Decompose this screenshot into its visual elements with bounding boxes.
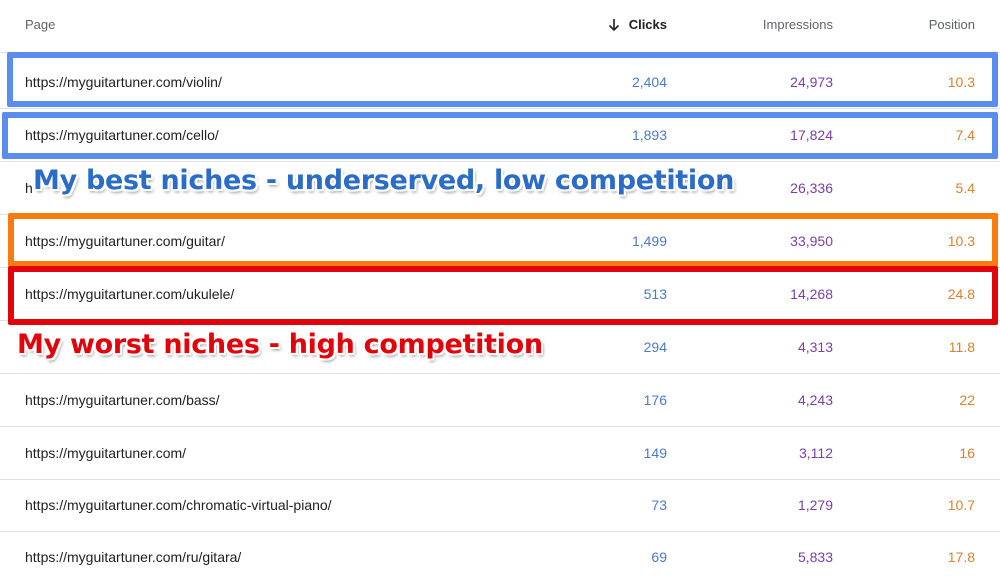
column-header-page[interactable]: Page — [25, 17, 56, 32]
page-url[interactable]: https://myguitartuner.com/violin/ — [25, 74, 222, 90]
position-value: 24.8 — [947, 286, 975, 302]
impressions-value: 17,824 — [790, 127, 833, 143]
clicks-value: 1,893 — [631, 127, 667, 143]
position-value: 10.3 — [947, 74, 975, 90]
page-url[interactable]: https://myguitartuner.com/guitar/ — [25, 233, 225, 249]
position-value: 10.3 — [947, 233, 975, 249]
impressions-value: 3,112 — [799, 445, 833, 461]
table-header: Page Clicks Impressions Position — [0, 0, 1000, 53]
impressions-value: 33,950 — [790, 233, 833, 249]
column-header-clicks-label: Clicks — [628, 17, 667, 32]
table-row[interactable]: https://myguitartuner.com/chromatic-virt… — [0, 479, 1000, 532]
page-url[interactable]: https://myguitartuner.com/ukulele/ — [25, 286, 235, 302]
impressions-value: 14,268 — [790, 286, 833, 302]
table-row[interactable]: https://myguitartuner.com/ukulele/ 513 1… — [0, 268, 1000, 321]
impressions-value: 4,313 — [797, 339, 833, 355]
position-value: 16 — [959, 445, 975, 461]
table-row[interactable]: 294 4,313 11.8 — [0, 321, 1000, 374]
clicks-value: 1,499 — [631, 233, 667, 249]
position-value: 22 — [959, 392, 975, 408]
table-row[interactable]: https://myguitartuner.com/ 149 3,112 16 — [0, 427, 1000, 480]
column-header-clicks[interactable]: Clicks — [607, 17, 667, 32]
page-url[interactable]: h — [25, 180, 33, 196]
page-url[interactable]: https://myguitartuner.com/cello/ — [25, 127, 219, 143]
page-url[interactable]: https://myguitartuner.com/chromatic-virt… — [25, 497, 332, 513]
table-row[interactable]: https://myguitartuner.com/cello/ 1,893 1… — [0, 109, 1000, 162]
impressions-value: 4,243 — [797, 392, 833, 408]
page-url[interactable]: https://myguitartuner.com/bass/ — [25, 392, 220, 408]
clicks-value: 294 — [643, 339, 667, 355]
column-header-position[interactable]: Position — [928, 17, 975, 32]
table-row[interactable]: https://myguitartuner.com/ru/gitara/ 69 … — [0, 531, 1000, 583]
position-value: 17.8 — [947, 549, 975, 565]
impressions-value: 26,336 — [790, 180, 833, 196]
impressions-value: 24,973 — [790, 74, 833, 90]
position-value: 10.7 — [947, 497, 975, 513]
impressions-value: 1,279 — [797, 497, 833, 513]
annotation-worst-niches: My worst niches - high competition — [17, 329, 543, 360]
clicks-value: 149 — [643, 445, 667, 461]
arrow-down-icon — [608, 18, 619, 31]
table-row[interactable]: https://myguitartuner.com/guitar/ 1,499 … — [0, 215, 1000, 268]
position-value: 11.8 — [948, 339, 975, 355]
impressions-value: 5,833 — [797, 549, 833, 565]
page-url[interactable]: https://myguitartuner.com/ru/gitara/ — [25, 549, 242, 565]
clicks-value: 69 — [651, 549, 667, 565]
table-row[interactable]: https://myguitartuner.com/violin/ 2,404 … — [0, 56, 1000, 109]
clicks-value: 176 — [643, 392, 667, 408]
position-value: 7.4 — [955, 127, 975, 143]
clicks-value: 73 — [651, 497, 667, 513]
annotation-best-niches: My best niches - underserved, low compet… — [33, 165, 735, 196]
position-value: 5.4 — [955, 180, 975, 196]
page-url[interactable]: https://myguitartuner.com/ — [25, 445, 187, 461]
table-row[interactable]: https://myguitartuner.com/bass/ 176 4,24… — [0, 374, 1000, 427]
column-header-impressions[interactable]: Impressions — [762, 17, 833, 32]
clicks-value: 513 — [643, 286, 667, 302]
clicks-value: 2,404 — [631, 74, 667, 90]
